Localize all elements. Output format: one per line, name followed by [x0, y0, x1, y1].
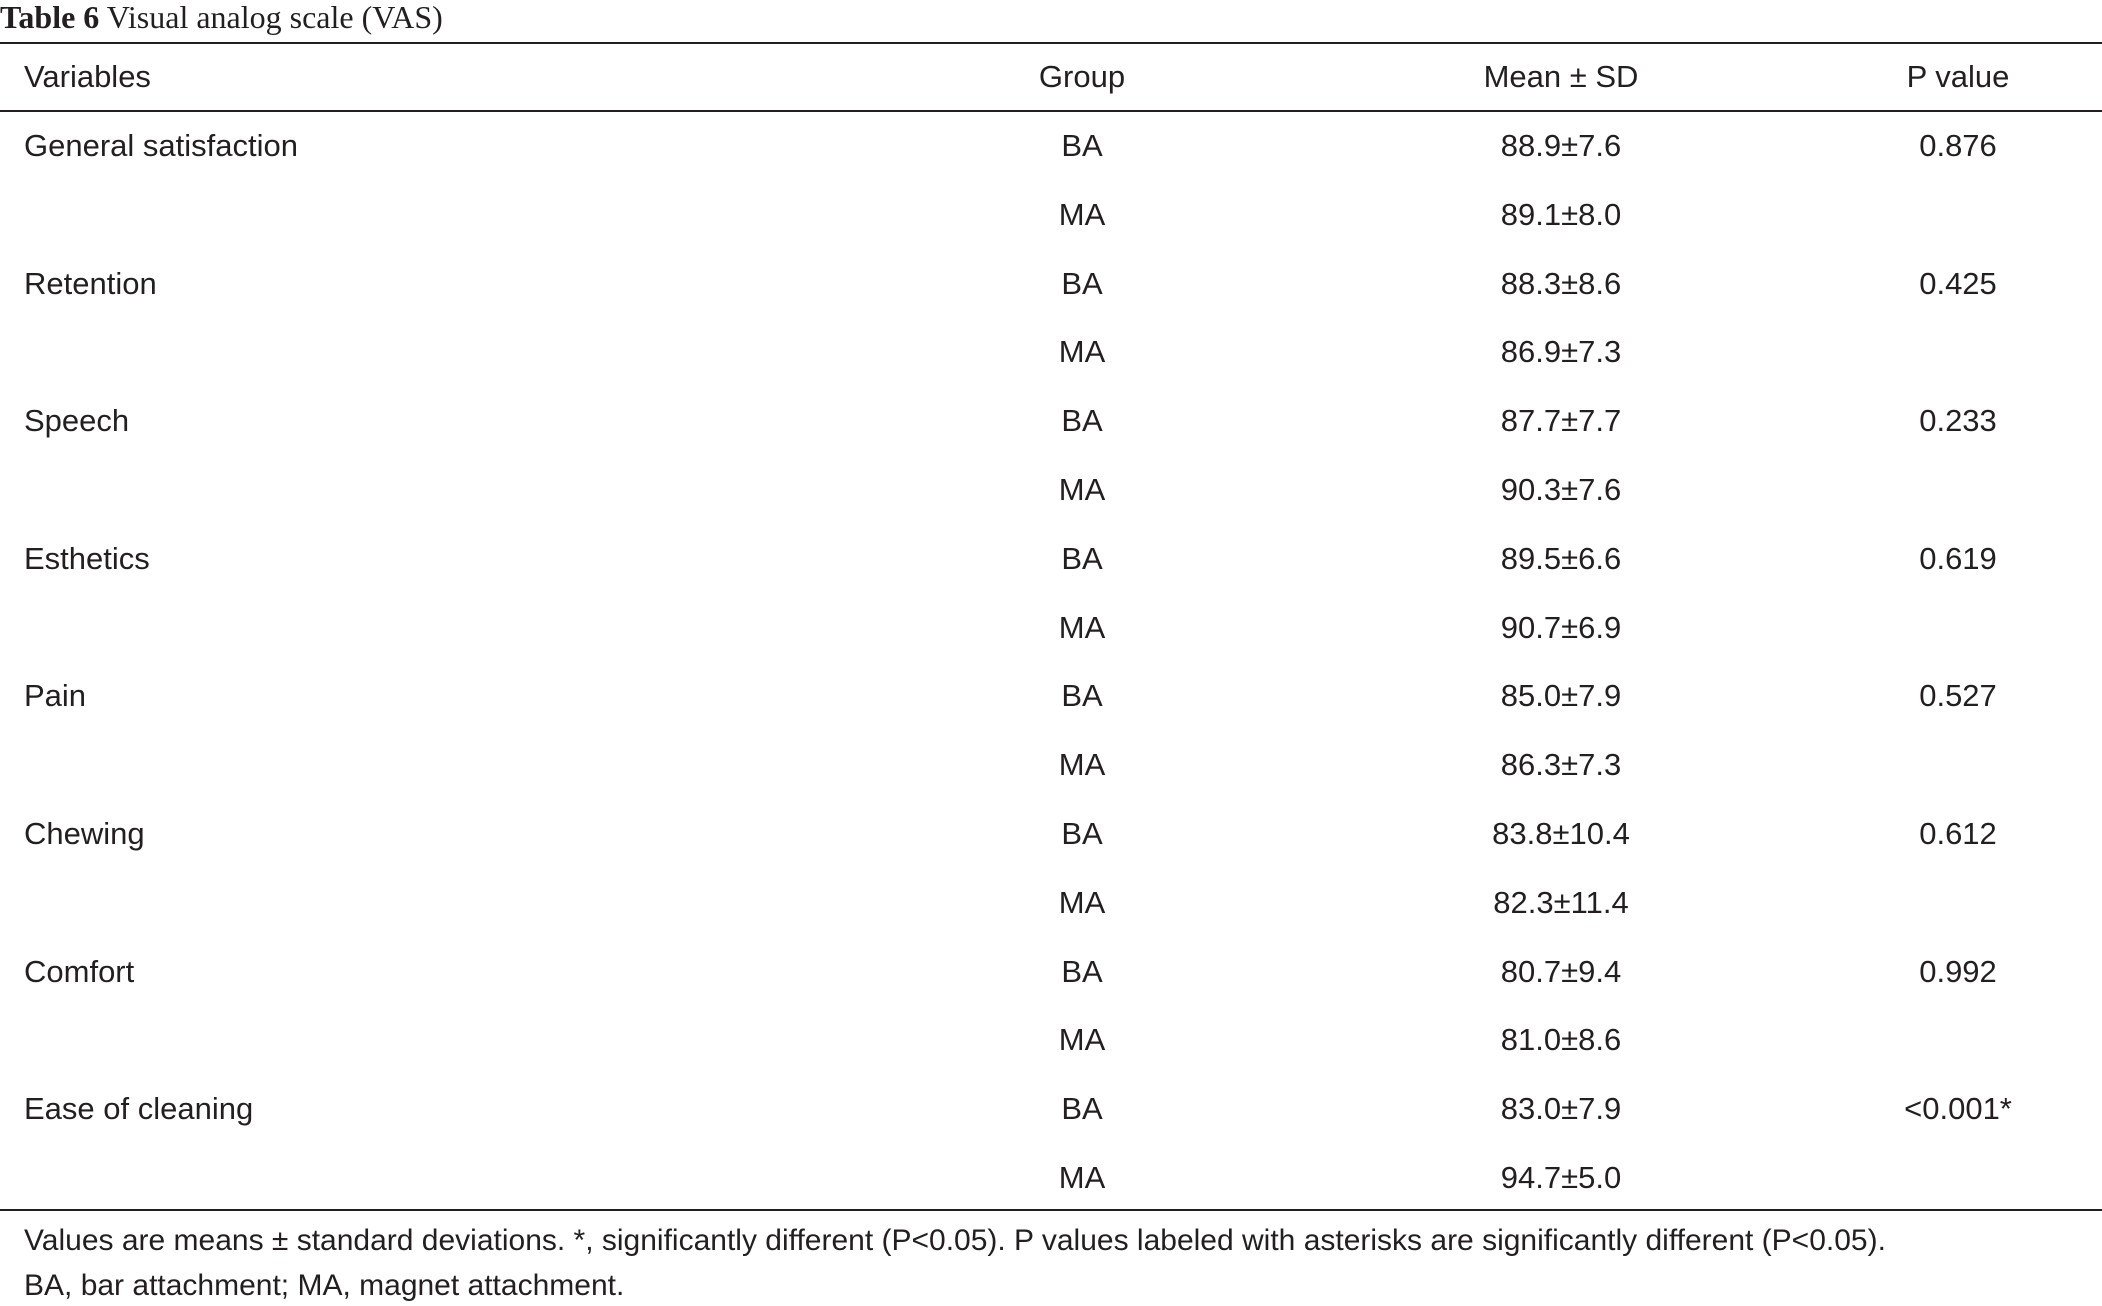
mean-sd: 83.0±7.9 — [1500, 1091, 1622, 1127]
p-value: 0.619 — [1919, 540, 1997, 576]
mean-sd: 88.9±7.6 — [1500, 128, 1622, 163]
top-rule — [0, 42, 2102, 44]
mean-sd: 88.3±8.6 — [1500, 265, 1622, 301]
bottom-rule — [0, 1209, 2102, 1211]
mean-sd: 94.7±5.0 — [1500, 1160, 1622, 1195]
column-header: P value — [1906, 59, 2010, 94]
p-value: 0.992 — [1919, 953, 1997, 989]
group: BA — [1061, 816, 1103, 851]
group: MA — [1058, 1160, 1106, 1195]
group: BA — [1061, 540, 1103, 576]
mean-sd: 86.9±7.3 — [1500, 334, 1622, 370]
caption: Table 6 Visual analog scale (VAS) — [0, 0, 443, 34]
mean-sd: 85.0±7.9 — [1500, 678, 1622, 714]
p-value: 0.527 — [1919, 678, 1997, 714]
variable-name: Pain — [24, 678, 87, 714]
group: MA — [1058, 196, 1106, 232]
mean-sd: 90.3±7.6 — [1500, 472, 1622, 507]
mean-sd: 83.8±10.4 — [1492, 816, 1630, 851]
p-value: 0.876 — [1919, 128, 1997, 163]
variable-name: Comfort — [24, 953, 135, 989]
mean-sd: 89.1±8.0 — [1500, 196, 1622, 232]
caption-text: Visual analog scale (VAS) — [106, 0, 443, 35]
group: BA — [1061, 265, 1103, 301]
group: BA — [1061, 953, 1103, 989]
group: MA — [1058, 1022, 1106, 1058]
mean-sd: 90.7±6.9 — [1500, 609, 1622, 645]
group: MA — [1058, 884, 1106, 920]
header-rule — [0, 110, 2102, 112]
group: MA — [1058, 334, 1106, 370]
variable-name: Ease of cleaning — [24, 1091, 254, 1127]
group: BA — [1061, 403, 1103, 439]
column-header: Variables — [24, 59, 151, 94]
group: MA — [1058, 609, 1106, 645]
column-header: Mean ± SD — [1483, 59, 1639, 94]
mean-sd: 81.0±8.6 — [1500, 1022, 1622, 1058]
p-value: 0.233 — [1919, 403, 1997, 439]
variable-name: Esthetics — [24, 540, 150, 576]
variable-name: Chewing — [24, 816, 145, 851]
group: BA — [1061, 1091, 1103, 1127]
mean-sd: 80.7±9.4 — [1500, 953, 1622, 989]
variable-name: Retention — [24, 265, 157, 301]
p-value: 0.612 — [1919, 816, 1997, 851]
footnote: Values are means ± standard deviations. … — [24, 1224, 1886, 1257]
footnote: BA, bar attachment; MA, magnet attachmen… — [24, 1269, 625, 1302]
p-value: <0.001* — [1904, 1091, 2012, 1127]
mean-sd: 87.7±7.7 — [1500, 403, 1622, 439]
variable-name: General satisfaction — [24, 128, 298, 163]
mean-sd: 82.3±11.4 — [1493, 884, 1629, 920]
mean-sd: 89.5±6.6 — [1500, 540, 1622, 576]
variable-name: Speech — [24, 403, 130, 439]
caption-label: Table 6 — [0, 0, 100, 35]
p-value: 0.425 — [1919, 265, 1997, 301]
group: MA — [1058, 472, 1106, 507]
group: BA — [1061, 128, 1103, 163]
column-header: Group — [1038, 59, 1126, 94]
mean-sd: 86.3±7.3 — [1500, 747, 1622, 783]
group: BA — [1061, 678, 1103, 714]
group: MA — [1058, 747, 1106, 783]
